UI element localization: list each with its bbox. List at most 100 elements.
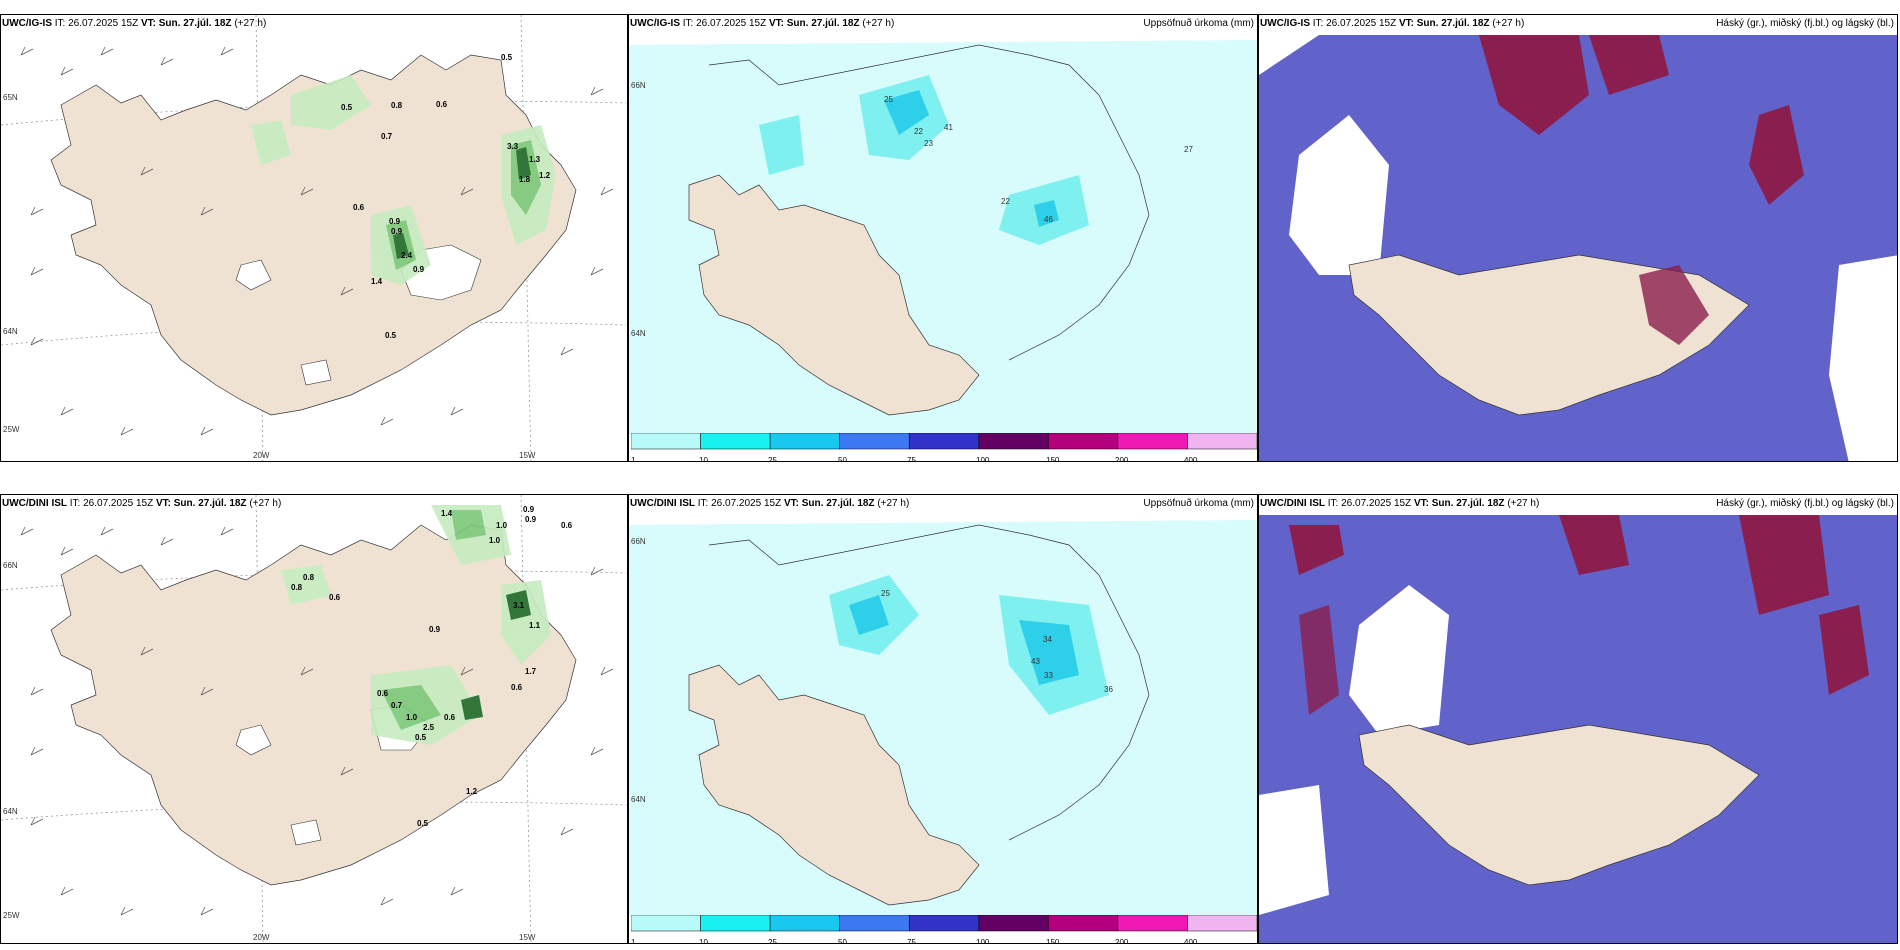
precip-value: 33 xyxy=(1044,671,1053,680)
gust-value: 0.5 xyxy=(501,53,513,62)
colorbar-segment xyxy=(630,432,701,450)
panel-title: UWC/IG-IS IT: 26.07.2025 15Z VT: Sun. 27… xyxy=(1260,18,1525,29)
gust-value: 3.1 xyxy=(513,601,525,610)
gust-value: 0.6 xyxy=(444,713,456,722)
gust-value: 1.4 xyxy=(371,277,383,286)
colorbar-segment xyxy=(908,432,980,450)
colorbar-tick: 400 xyxy=(1184,938,1198,944)
gust-value: 1.7 xyxy=(525,667,537,676)
wind-map xyxy=(1,495,627,943)
lat-label-66: 66N xyxy=(631,81,646,90)
lat-label-65: 65N xyxy=(3,93,18,102)
lat-label-66: 66N xyxy=(631,537,646,546)
panel-title: UWC/IG-IS IT: 26.07.2025 15Z VT: Sun. 27… xyxy=(630,18,895,29)
lat-label-64: 64N xyxy=(631,795,646,804)
colorbar-tick: 1 xyxy=(631,938,636,944)
colorbar-segment xyxy=(769,432,840,450)
colorbar-segment xyxy=(769,914,840,932)
precip-colorbar: 1 10 25 50 75 100 150 200 400 xyxy=(630,914,1257,944)
gust-value: 1.2 xyxy=(466,787,478,796)
gust-value: 0.7 xyxy=(381,132,393,141)
colorbar-segment xyxy=(1187,432,1257,450)
gust-value: 0.7 xyxy=(391,701,403,710)
colorbar-segment xyxy=(978,914,1049,932)
panel-title: UWC/DINI ISL IT: 26.07.2025 15Z VT: Sun.… xyxy=(630,498,910,509)
panel-cloud-igis: UWC/IG-IS IT: 26.07.2025 15Z VT: Sun. 27… xyxy=(1258,14,1898,462)
colorbar-segment xyxy=(700,914,771,932)
precip-value: 25 xyxy=(884,95,893,104)
colorbar-tick: 1 xyxy=(631,456,636,462)
wind-map xyxy=(1,15,627,461)
cloud-map xyxy=(1259,515,1897,943)
gust-value: 1.1 xyxy=(529,621,541,630)
lat-label-66: 66N xyxy=(3,561,18,570)
wind-barbs xyxy=(20,46,614,436)
colorbar-svg xyxy=(630,432,1257,450)
colorbar-tick: 150 xyxy=(1046,938,1060,944)
gust-value: 0.5 xyxy=(385,331,397,340)
colorbar-tick: 50 xyxy=(838,456,847,462)
gust-value: 1.3 xyxy=(529,155,541,164)
gust-value: 0.6 xyxy=(353,203,365,212)
panel-title: UWC/IG-IS IT: 26.07.2025 15Z VT: Sun. 27… xyxy=(2,18,267,29)
cloud-title: Háský (gr.), miðský (fj.bl.) og lágský (… xyxy=(1716,498,1894,509)
colorbar-segment xyxy=(1117,432,1188,450)
lon-label-15: 15W xyxy=(519,933,536,942)
colorbar-tick: 200 xyxy=(1115,938,1129,944)
gust-value: 1.0 xyxy=(496,521,508,530)
colorbar-tick: 200 xyxy=(1115,456,1129,462)
gust-value: 0.6 xyxy=(511,683,523,692)
colorbar-tick: 25 xyxy=(768,456,777,462)
precip-value: 46 xyxy=(1044,215,1053,224)
colorbar-segment xyxy=(978,432,1049,450)
lat-label-64: 64N xyxy=(3,807,18,816)
colorbar-segment xyxy=(1117,914,1188,932)
gust-value: 2.4 xyxy=(401,251,413,260)
lon-label-25: 25W xyxy=(3,911,20,920)
colorbar-tick: 75 xyxy=(907,456,916,462)
colorbar-segment xyxy=(700,432,771,450)
panel-title: UWC/DINI ISL IT: 26.07.2025 15Z VT: Sun.… xyxy=(1260,498,1540,509)
colorbar-tick: 400 xyxy=(1184,456,1198,462)
colorbar-tick: 75 xyxy=(907,938,916,944)
gust-value: 1.0 xyxy=(406,713,418,722)
panel-wind-igis: UWC/IG-IS IT: 26.07.2025 15Z VT: Sun. 27… xyxy=(0,14,628,462)
colorbar-segment xyxy=(1187,914,1257,932)
colorbar-tick: 25 xyxy=(768,938,777,944)
colorbar-segment xyxy=(630,914,701,932)
cloud-title: Háský (gr.), miðský (fj.bl.) og lágský (… xyxy=(1716,18,1894,29)
colorbar-tick: 100 xyxy=(976,456,990,462)
wind-barbs xyxy=(20,526,614,916)
gust-value: 0.5 xyxy=(417,819,429,828)
panel-precip-igis: UWC/IG-IS IT: 26.07.2025 15Z VT: Sun. 27… xyxy=(628,14,1258,462)
precip-title: Uppsöfnuð úrkoma (mm) xyxy=(1143,18,1254,29)
gust-value: 0.6 xyxy=(329,593,341,602)
gust-value: 0.9 xyxy=(523,505,535,514)
precip-value: 22 xyxy=(914,127,923,136)
colorbar-svg xyxy=(630,914,1257,932)
panel-cloud-dini: UWC/DINI ISL IT: 26.07.2025 15Z VT: Sun.… xyxy=(1258,494,1898,944)
colorbar-tick: 10 xyxy=(699,938,708,944)
colorbar-tick: 150 xyxy=(1046,456,1060,462)
gust-value: 0.9 xyxy=(429,625,441,634)
precip-map xyxy=(629,40,1257,435)
panel-wind-dini: UWC/DINI ISL IT: 26.07.2025 15Z VT: Sun.… xyxy=(0,494,628,944)
gust-value: 2.5 xyxy=(423,723,435,732)
gust-value: 0.8 xyxy=(391,101,403,110)
lon-label-25: 25W xyxy=(3,425,20,434)
gust-value: 3.3 xyxy=(507,142,519,151)
gust-value: 0.5 xyxy=(415,733,427,742)
lon-label-20: 20W xyxy=(253,933,270,942)
lat-label-64: 64N xyxy=(3,327,18,336)
colorbar-tick: 50 xyxy=(838,938,847,944)
colorbar-segment xyxy=(839,914,910,932)
gust-value: 1.4 xyxy=(441,509,453,518)
precip-value: 27 xyxy=(1184,145,1193,154)
gust-value: 0.6 xyxy=(561,521,573,530)
precip-value: 23 xyxy=(924,139,933,148)
gust-value: 0.6 xyxy=(377,689,389,698)
gust-value: 1.2 xyxy=(539,171,551,180)
precip-value: 43 xyxy=(1031,657,1040,666)
lon-label-20: 20W xyxy=(253,451,270,460)
precip-value: 34 xyxy=(1043,635,1052,644)
